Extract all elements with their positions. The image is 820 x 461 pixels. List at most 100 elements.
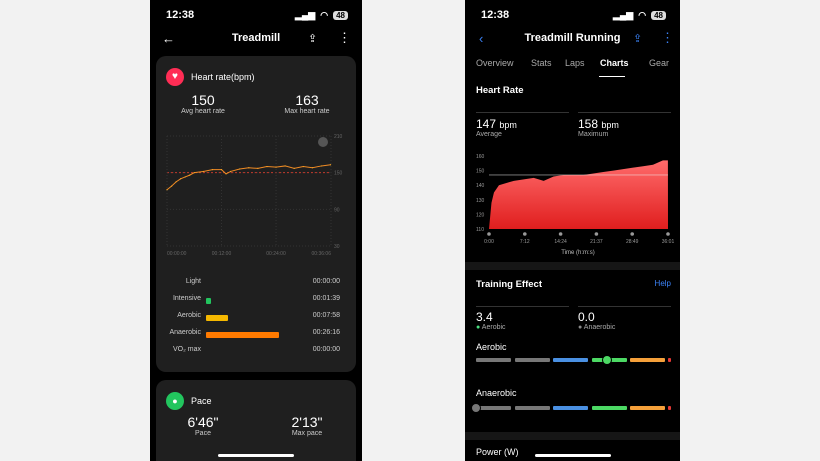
active-tab-indicator — [599, 76, 625, 77]
tab-charts[interactable]: Charts — [600, 58, 629, 68]
hr-point — [284, 165, 286, 167]
max-hr: 158 bpm — [578, 117, 619, 131]
pace-label: Pace — [195, 430, 211, 437]
signal-icon: ▂▄▆ — [613, 9, 634, 20]
hr-point — [239, 168, 241, 170]
max-pace-label: Max pace — [291, 430, 323, 437]
hr-point — [180, 178, 182, 180]
x-tick-dot — [487, 232, 491, 236]
more-icon[interactable]: ⋮ — [338, 30, 351, 45]
reset-zoom-icon — [318, 137, 328, 147]
x-axis-label: Time (h:m:s) — [561, 250, 594, 256]
scale-segment — [553, 358, 588, 362]
hr-point — [225, 173, 227, 175]
section-title: Training Effect — [476, 279, 542, 290]
heart-rate-card: ♥ Heart rate(bpm) 150 Avg heart rate 163 M… — [156, 56, 356, 372]
right-phone: 12:38 ▂▄▆ ◠ 48 ‹ Treadmill Running ⇪ ⋮ Ove… — [465, 0, 680, 461]
zone-bar — [206, 315, 228, 321]
x-tick-dot — [558, 232, 563, 236]
hr-point — [211, 169, 214, 171]
y-tick-label: 150 — [476, 169, 485, 175]
back-chevron-icon[interactable]: ‹ — [479, 30, 484, 46]
hr-point — [329, 164, 332, 166]
share-icon[interactable]: ⇪ — [633, 32, 643, 45]
tab-stats[interactable]: Stats — [531, 58, 552, 68]
zone-row: Intensive 00:01:39 — [156, 295, 356, 307]
wifi-icon: ◠ — [638, 9, 647, 20]
anaerobic-scale-label: Anaerobic — [476, 388, 517, 398]
anaerobic-scale — [465, 403, 680, 413]
battery-icon: 48 — [651, 10, 666, 20]
y-tick-label: 210 — [334, 134, 343, 140]
card-title: Heart rate(bpm) — [191, 72, 255, 82]
x-tick-dot — [594, 232, 599, 236]
max-label: Maximum — [578, 131, 609, 138]
hr-point — [311, 167, 313, 169]
tab-laps[interactable]: Laps — [565, 58, 585, 68]
max-pace-value: 2'13" — [291, 414, 323, 430]
green-dot-icon: ● — [476, 324, 481, 331]
pace-card: ● Pace 6'46" Pace 2'13" Max pace — [156, 380, 356, 461]
left-phone: 12:38 ▂▄▆ ◠ 48 ← Treadmill ⇪ ⋮ ♥ Heart rat… — [150, 0, 362, 461]
zone-name: Intensive — [172, 295, 201, 302]
help-link[interactable]: Help — [654, 279, 671, 288]
hr-area — [489, 160, 668, 229]
more-icon[interactable]: ⋮ — [661, 30, 674, 45]
pace-icon: ● — [166, 392, 184, 410]
zone-time: 00:01:39 — [312, 295, 340, 302]
pace-value: 6'46" — [187, 414, 219, 430]
zone-name: Light — [185, 278, 201, 285]
y-tick-label: 30 — [334, 244, 340, 250]
max-hr-value: 163 — [295, 92, 319, 108]
aerobic-scale-label: Aerobic — [476, 342, 507, 352]
hr-point — [202, 170, 204, 173]
zone-name: Anaerobic — [169, 329, 201, 336]
zone-time: 00:07:58 — [312, 312, 340, 319]
anaerobic-te-value: 0.0 — [578, 310, 595, 324]
y-tick-label: 140 — [476, 183, 485, 189]
tab-gear[interactable]: Gear — [649, 58, 670, 68]
x-tick-label: 00:36:06 — [312, 251, 332, 257]
x-tick-label: 0:00 — [484, 239, 494, 245]
zone-name: Aerobic — [177, 312, 201, 319]
zone-time: 00:00:00 — [312, 346, 340, 353]
signal-icon: ▂▄▆ — [295, 9, 316, 20]
zone-row: Light 00:00:00 — [156, 278, 356, 290]
x-tick-dot — [630, 232, 634, 236]
scale-segment — [476, 358, 511, 362]
scale-segment — [668, 358, 671, 362]
power-section-title[interactable]: Power (W) — [476, 447, 519, 457]
scale-segment — [630, 406, 665, 410]
avg-hr-label: Avg heart rate — [181, 108, 225, 115]
x-tick-label: 21:37 — [590, 239, 603, 245]
scale-segment — [476, 406, 511, 410]
hr-point — [257, 167, 259, 169]
share-icon[interactable]: ⇪ — [308, 32, 318, 45]
hr-point — [166, 189, 168, 191]
gray-dot-icon: ● — [578, 324, 583, 331]
scale-marker — [471, 403, 481, 413]
hr-point — [266, 165, 268, 168]
hr-point — [170, 185, 173, 187]
hr-point — [293, 167, 295, 169]
y-tick-label: 160 — [476, 154, 485, 160]
zone-row: VO₂ max 00:00:00 — [156, 346, 356, 358]
wifi-icon: ◠ — [320, 9, 329, 20]
x-tick-dot — [666, 232, 670, 236]
zone-bar — [206, 332, 279, 338]
hr-point — [189, 174, 191, 176]
status-bar: 12:38 ▂▄▆ ◠ 48 — [481, 8, 666, 22]
back-arrow-icon[interactable]: ← — [162, 30, 175, 46]
zone-time: 00:00:00 — [312, 278, 340, 285]
zone-time: 00:26:16 — [312, 329, 340, 336]
hr-line-chart: 210 150 90 30 00:00:00 00:12:00 00:24:00 00:36:… — [166, 134, 343, 257]
hr-series-line — [166, 164, 331, 191]
battery-icon: 48 — [333, 10, 348, 20]
tab-overview[interactable]: Overview — [476, 58, 514, 68]
scale-segment — [514, 406, 550, 410]
scale-segment — [668, 406, 671, 410]
y-tick-label: 150 — [334, 171, 343, 177]
hr-point — [275, 166, 277, 168]
home-indicator — [218, 454, 294, 457]
status-bar: 12:38 ▂▄▆ ◠ 48 — [166, 8, 348, 22]
